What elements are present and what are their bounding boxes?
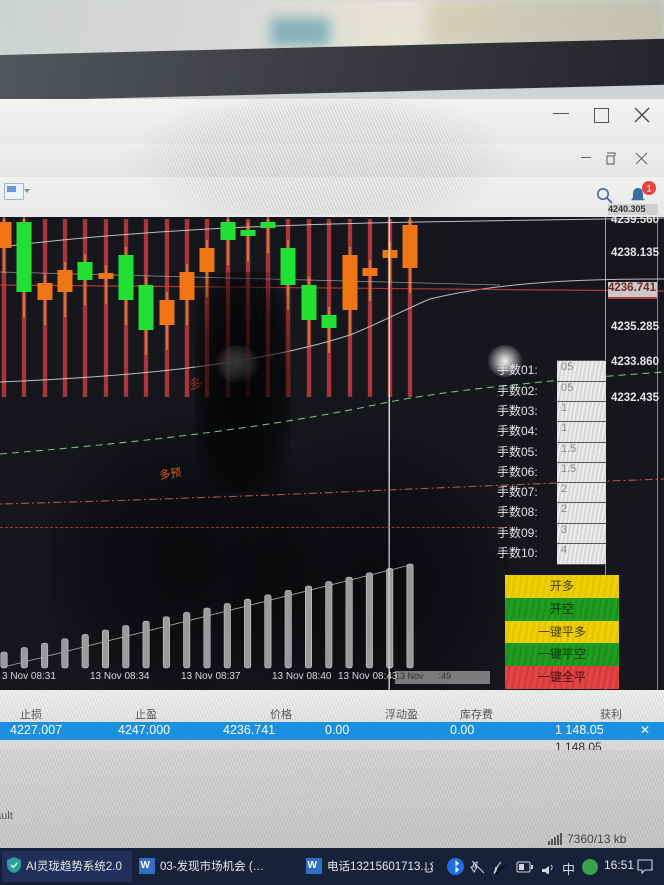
- svg-text:多: 多: [189, 376, 204, 392]
